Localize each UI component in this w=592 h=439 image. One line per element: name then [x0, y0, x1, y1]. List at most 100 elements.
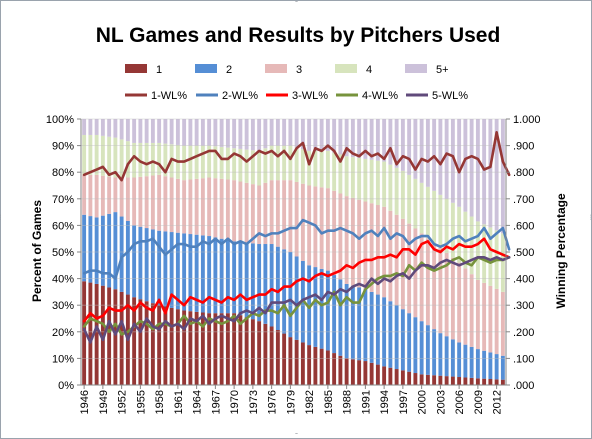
bar-2	[407, 313, 412, 372]
bar-2	[119, 216, 124, 292]
bar-5+	[294, 119, 299, 148]
bar-1	[500, 379, 505, 385]
bar-5+	[82, 119, 87, 135]
bar-5+	[138, 119, 143, 143]
bar-4	[425, 186, 430, 239]
bar-5+	[344, 119, 349, 157]
resize-handle-top-icon[interactable]: ∙∙∙∙	[294, 0, 299, 5]
bar-2	[94, 217, 99, 284]
bar-2	[163, 231, 168, 307]
bar-1	[100, 285, 105, 385]
bar-1	[382, 366, 387, 385]
resize-handle-bottom-icon[interactable]: ∙∙∙∙	[294, 431, 299, 437]
bar-5+	[94, 119, 99, 135]
bar-3	[444, 252, 449, 337]
y2-tick-label: .600	[513, 220, 534, 232]
bar-2	[225, 240, 230, 314]
x-tick-label: 1997	[398, 390, 410, 414]
bar-4	[282, 145, 287, 181]
x-tick-label: 1985	[323, 390, 335, 414]
bar-2	[463, 344, 468, 378]
bar-4	[207, 145, 212, 178]
bar-4	[488, 227, 493, 286]
bar-2	[319, 268, 324, 349]
line-1-WL%	[82, 131, 511, 182]
bar-4	[113, 137, 118, 178]
bar-1	[288, 337, 293, 385]
bar-1	[300, 342, 305, 385]
bar-1	[425, 374, 430, 385]
bar-1	[150, 303, 155, 385]
bar-3	[407, 223, 412, 314]
bar-4	[269, 145, 274, 181]
bar-3	[82, 174, 87, 215]
bar-5+	[388, 119, 393, 165]
plot-area	[81, 118, 511, 385]
bar-1	[357, 360, 362, 385]
resize-handle-right-icon[interactable]: ⋮	[587, 215, 592, 221]
bar-5+	[169, 119, 174, 145]
bar-4	[257, 150, 262, 186]
bar-2	[500, 355, 505, 380]
bar-4	[244, 149, 249, 183]
bar-1	[113, 289, 118, 385]
bar-2	[82, 214, 87, 282]
bar-3	[144, 176, 149, 229]
legend-label-1: 1	[156, 64, 162, 76]
bar-1	[332, 353, 337, 385]
legend-swatch-5+	[405, 64, 427, 73]
bar-3	[425, 238, 430, 326]
line-3-WL%	[82, 237, 511, 323]
bar-4	[407, 174, 412, 224]
bar-5+	[338, 119, 343, 155]
bar-4	[432, 190, 437, 244]
bar-4	[438, 194, 443, 249]
bar-1	[313, 346, 318, 385]
bar-3	[150, 175, 155, 230]
y2-tick-label: .800	[513, 167, 534, 179]
legend-label-3: 3	[296, 64, 302, 76]
bar-4	[457, 206, 462, 263]
resize-handle-left-icon[interactable]: ⋮	[0, 215, 4, 221]
bar-5+	[250, 119, 255, 151]
bar-3	[213, 178, 218, 238]
bar-2	[200, 235, 205, 313]
bar-5+	[382, 119, 387, 162]
bar-5+	[319, 119, 324, 151]
bar-1	[138, 299, 143, 385]
bar-5+	[363, 119, 368, 159]
bar-3	[100, 175, 105, 216]
bar-4	[150, 142, 155, 176]
bar-1	[232, 313, 237, 385]
bar-4	[444, 198, 449, 253]
x-tick-label: 2003	[435, 390, 447, 414]
x-tick-label: 1970	[229, 390, 241, 414]
bar-3	[450, 257, 455, 340]
bar-4	[307, 150, 312, 186]
bar-1	[450, 376, 455, 385]
bar-5+	[394, 119, 399, 168]
bar-1	[400, 370, 405, 385]
y-tick-label: 50%	[52, 247, 74, 259]
bar-4	[325, 150, 330, 189]
bar-1	[469, 377, 474, 385]
bar-5+	[107, 119, 112, 137]
bar-4	[450, 202, 455, 258]
bar-1	[307, 345, 312, 385]
bar-4	[182, 145, 187, 181]
bar-1	[107, 287, 112, 385]
y-tick-label: 100%	[46, 114, 74, 126]
bar-3	[350, 197, 355, 286]
bar-4	[482, 224, 487, 283]
legend-label-2-WL%: 2-WL%	[222, 90, 258, 102]
bar-5+	[369, 119, 374, 160]
bar-5+	[219, 119, 224, 147]
bar-2	[288, 252, 293, 338]
bar-3	[475, 279, 480, 350]
bar-4	[400, 170, 405, 219]
bar-2	[413, 317, 418, 374]
bar-2	[88, 216, 93, 283]
bar-5+	[244, 119, 249, 150]
bar-3	[300, 183, 305, 261]
bar-2	[325, 270, 330, 351]
